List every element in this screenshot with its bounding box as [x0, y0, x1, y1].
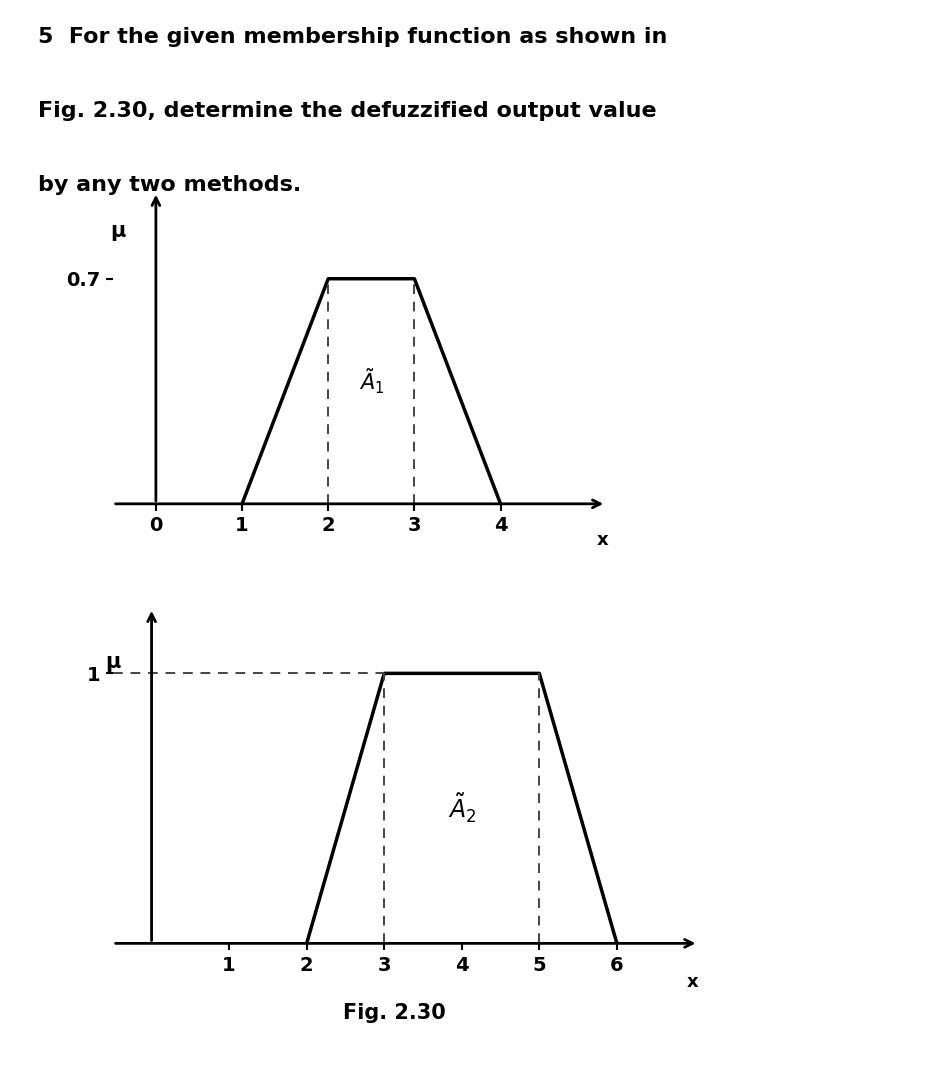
Text: x: x — [686, 973, 698, 991]
Text: 5  For the given membership function as shown in: 5 For the given membership function as s… — [38, 27, 667, 47]
Text: x: x — [597, 531, 608, 549]
Text: μ: μ — [110, 221, 126, 241]
Text: $\tilde{A}_1$: $\tilde{A}_1$ — [358, 367, 384, 397]
Text: μ: μ — [105, 652, 120, 672]
Text: by any two methods.: by any two methods. — [38, 176, 301, 195]
Text: Fig. 2.30: Fig. 2.30 — [343, 1003, 446, 1023]
Text: $\tilde{A}_2$: $\tilde{A}_2$ — [447, 792, 476, 824]
Text: Fig. 2.30, determine the defuzzified output value: Fig. 2.30, determine the defuzzified out… — [38, 101, 656, 121]
